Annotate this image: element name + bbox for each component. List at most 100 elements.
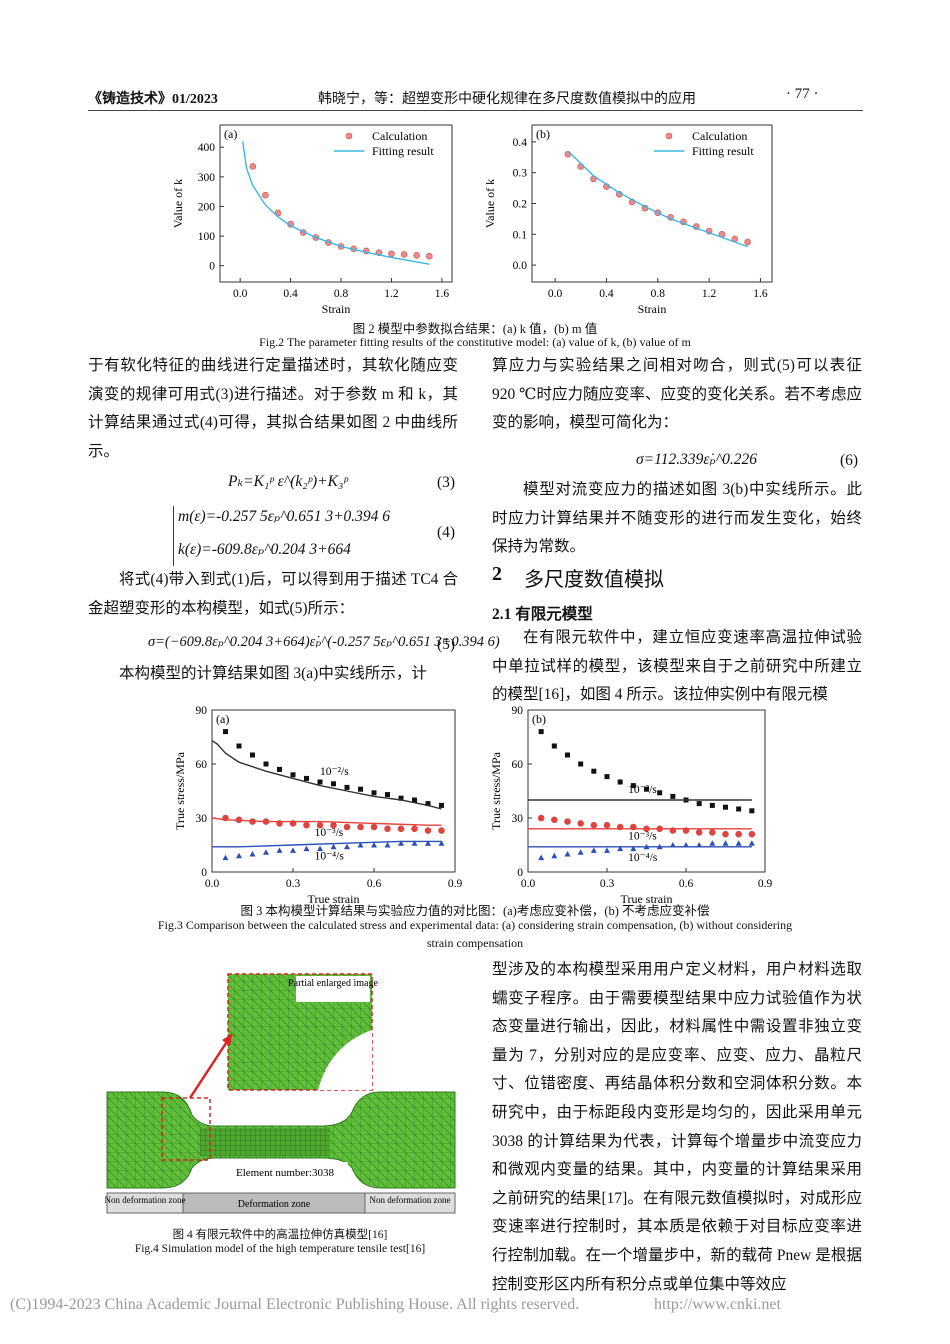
data-point: [538, 729, 544, 735]
x-tick-label: 0.0: [233, 288, 248, 300]
fem-model: Partial enlarged image Element number:30…: [105, 973, 456, 1214]
chart: 0.0 0.3 0.6 0.9 0 30 60 90 True strain True stres…: [173, 705, 462, 906]
y-tick-label: 0: [201, 867, 207, 879]
x-axis-label: True strain: [621, 892, 673, 906]
data-point: [304, 775, 309, 781]
equation-number: (5): [437, 636, 456, 653]
data-point: [617, 845, 624, 852]
data-point: [735, 840, 742, 846]
data-point: [385, 792, 390, 798]
data-point: [222, 854, 229, 861]
equation-number: (6): [840, 452, 859, 469]
chart: 0.0 0.3 0.6 0.9 0 30 60 90 True strain True stres…: [489, 705, 772, 906]
chart: 0.0 0.4 0.8 1.2 1.6 0 100 200 300 400 Strain Value …: [171, 124, 453, 316]
data-point: [748, 840, 755, 846]
data-point: [670, 793, 676, 799]
legend-swatch: [665, 132, 673, 140]
y-tick-label: 400: [198, 142, 216, 154]
equation: σ=112.339ε̇ₚ^0.226: [636, 451, 758, 468]
annotation: 10⁻³/s: [315, 827, 344, 839]
y-tick-label: 0: [517, 867, 523, 879]
paragraph: 算应力与实验结果之间相对吻合，则式(5)可以表征 920 ℃时应力随应变率、应变…: [492, 357, 862, 432]
data-point: [617, 779, 623, 785]
gauge-mesh: [200, 1128, 330, 1156]
y-tick-label: 0.1: [513, 229, 528, 241]
fit-line: [211, 740, 442, 810]
data-point: [411, 840, 418, 846]
data-point: [303, 845, 310, 852]
fig3-caption-en: strain compensation: [426, 936, 524, 950]
running-title: 韩晓宁，等：超塑变形中硬化规律在多尺度数值模拟中的应用: [318, 92, 696, 107]
data-point: [370, 823, 378, 831]
x-tick-label: 1.2: [702, 288, 717, 300]
equation: σ=(−609.8εₚ^0.204 3+664)ε̇ₚ^(-0.257 5εₚ^…: [148, 634, 500, 650]
data-point: [223, 729, 228, 735]
data-point: [578, 761, 584, 767]
data-point: [537, 814, 545, 822]
data-point: [412, 797, 417, 803]
journal: 《铸造技术》01/2023: [88, 92, 218, 107]
x-tick-label: 0.0: [548, 288, 563, 300]
y-tick-label: 0.3: [513, 168, 528, 180]
data-point: [276, 847, 283, 853]
zoom-arrow: [188, 1033, 234, 1099]
header-rule: [88, 110, 863, 111]
data-point: [564, 150, 572, 158]
fit-line: [212, 840, 442, 848]
fig4-caption-en: Fig.4 Simulation model of the high tempe…: [134, 1243, 426, 1255]
data-point: [696, 801, 702, 807]
data-point: [236, 852, 242, 859]
plot-frame: [211, 709, 456, 873]
y-axis-label: True stress/MPa: [489, 751, 503, 830]
y-tick-label: 0.4: [513, 137, 528, 149]
x-tick-label: 0.6: [367, 878, 382, 890]
legend-swatch: [345, 132, 353, 140]
y-tick-label: 60: [196, 759, 208, 771]
data-point: [290, 847, 296, 853]
x-tick-label: 0.3: [600, 878, 615, 890]
fig2-caption-cn: 图 2 模型中参数拟合结果：(a) k 值，(b) m 值: [352, 322, 598, 336]
data-point: [331, 781, 336, 787]
page-number: · 77 ·: [786, 86, 819, 102]
data-point: [551, 743, 557, 749]
annotation: 10⁻²/s: [320, 766, 349, 778]
inset-fillet: [318, 1030, 372, 1090]
x-axis-label: Strain: [322, 302, 351, 316]
plot-frame: [219, 124, 453, 283]
data-point: [317, 779, 323, 785]
y-tick-label: 60: [512, 759, 524, 771]
data-point: [290, 772, 296, 778]
data-point: [397, 825, 405, 833]
x-tick-label: 0.0: [521, 878, 536, 890]
element-label: Element number:3038: [236, 1167, 335, 1179]
data-point: [425, 801, 431, 807]
data-point: [630, 783, 636, 789]
data-point: [277, 766, 282, 772]
element-label-box: [222, 1162, 348, 1182]
data-point: [723, 804, 728, 810]
equation: m(ε)=-0.257 5εₚ^0.651 3+0.394 6: [178, 508, 391, 525]
data-point: [426, 252, 433, 260]
data-point: [644, 786, 649, 792]
data-point: [250, 752, 255, 758]
data-point: [413, 252, 420, 259]
data-point: [577, 163, 585, 170]
x-tick-label: 0.4: [599, 288, 614, 300]
y-tick-label: 200: [198, 201, 216, 213]
data-point: [343, 823, 351, 831]
legend-label: Calculation: [692, 129, 747, 143]
fit-line: [242, 141, 430, 265]
data-point: [344, 784, 350, 790]
x-tick-label: 0.0: [205, 878, 220, 890]
paragraph: 于有软化特征的曲线进行定量描述时，其软化随应变演变的规律可用式(3)进行描述。对…: [88, 357, 458, 460]
data-point: [400, 251, 408, 258]
data-point: [263, 761, 269, 767]
section-title: 多尺度数值模拟: [524, 569, 664, 591]
x-tick-label: 0.9: [448, 878, 463, 890]
y-tick-label: 0.0: [513, 260, 528, 272]
data-point: [657, 790, 663, 796]
data-point: [357, 823, 364, 831]
data-point: [424, 827, 432, 834]
zone-label: Non deformation zone: [370, 1195, 451, 1205]
data-point: [384, 825, 391, 833]
